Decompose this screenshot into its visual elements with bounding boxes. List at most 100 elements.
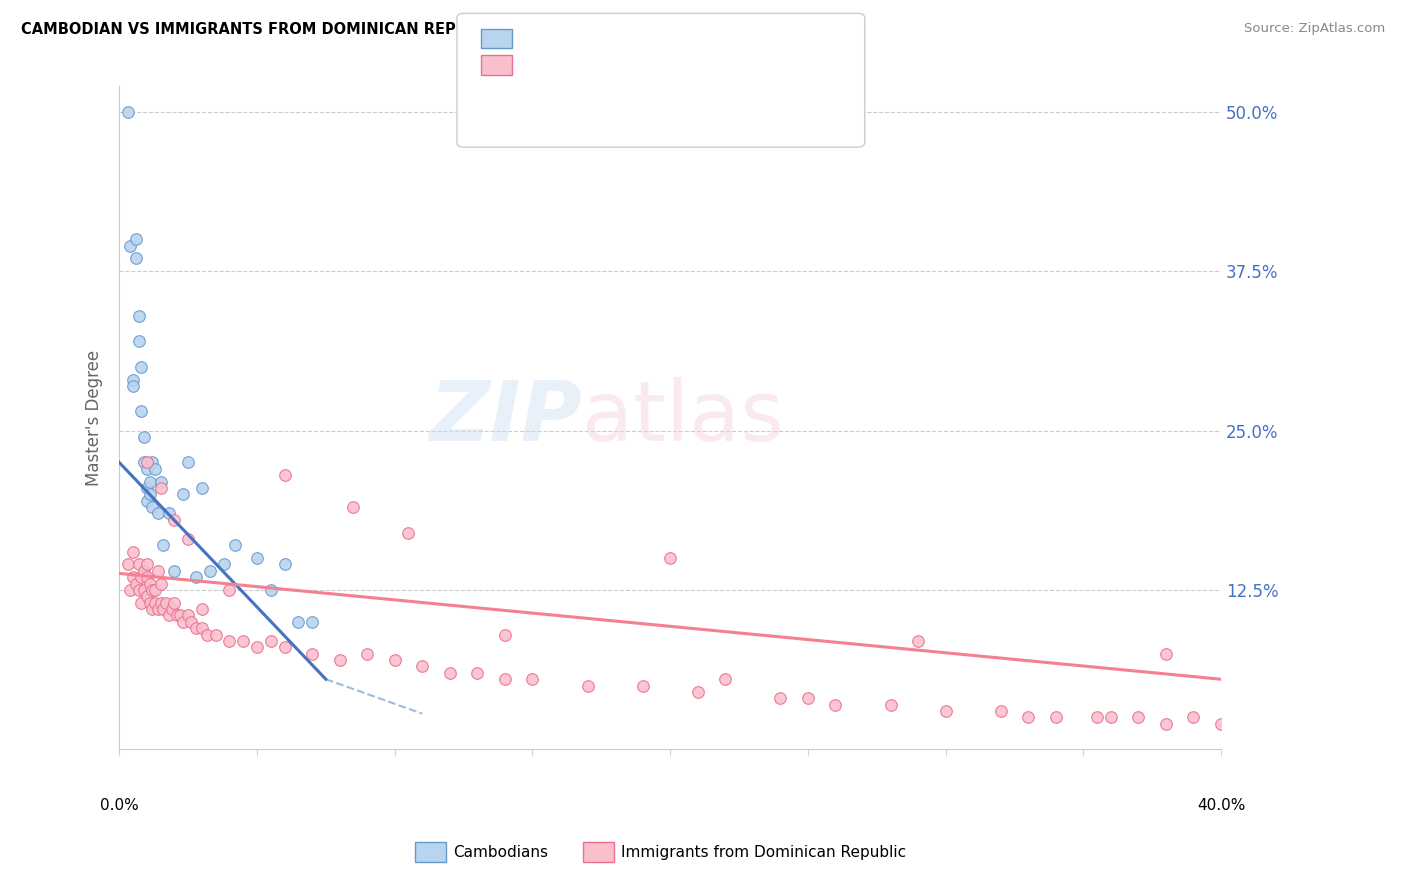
Point bbox=[467, 665, 489, 680]
Point bbox=[177, 455, 200, 469]
Text: 0.0%: 0.0% bbox=[100, 797, 139, 813]
Point bbox=[384, 653, 406, 667]
Point bbox=[125, 232, 148, 246]
Point bbox=[218, 582, 240, 597]
Point bbox=[990, 704, 1012, 718]
Point bbox=[301, 647, 323, 661]
Point bbox=[146, 507, 169, 521]
Point bbox=[117, 558, 139, 572]
Point bbox=[117, 104, 139, 119]
Point bbox=[1045, 710, 1067, 724]
Point bbox=[631, 679, 654, 693]
Text: Source: ZipAtlas.com: Source: ZipAtlas.com bbox=[1244, 22, 1385, 36]
Point bbox=[132, 564, 155, 578]
Point bbox=[138, 576, 160, 591]
Point bbox=[260, 582, 283, 597]
Point bbox=[122, 545, 145, 559]
Point bbox=[131, 404, 153, 418]
Point bbox=[224, 538, 246, 552]
Point bbox=[135, 493, 157, 508]
Point bbox=[132, 430, 155, 444]
Point bbox=[120, 582, 142, 597]
Point bbox=[204, 627, 226, 641]
Point bbox=[186, 570, 208, 584]
Point bbox=[879, 698, 901, 712]
Point bbox=[160, 602, 183, 616]
Point bbox=[125, 576, 148, 591]
Point bbox=[273, 558, 295, 572]
Point bbox=[135, 570, 157, 584]
Point bbox=[342, 500, 364, 515]
Point bbox=[824, 698, 846, 712]
Point bbox=[138, 475, 160, 489]
Point bbox=[128, 558, 150, 572]
Point bbox=[180, 615, 202, 629]
Point bbox=[122, 373, 145, 387]
Point bbox=[287, 615, 309, 629]
Point bbox=[439, 665, 461, 680]
Point bbox=[246, 640, 269, 655]
Point bbox=[146, 564, 169, 578]
Point bbox=[128, 309, 150, 323]
Point bbox=[138, 487, 160, 501]
Point bbox=[149, 481, 172, 495]
Point bbox=[1128, 710, 1150, 724]
Point bbox=[1099, 710, 1122, 724]
Point bbox=[166, 608, 188, 623]
Point bbox=[131, 359, 153, 374]
Point bbox=[522, 672, 544, 686]
Y-axis label: Master's Degree: Master's Degree bbox=[86, 350, 103, 486]
Point bbox=[143, 462, 166, 476]
Point bbox=[172, 615, 194, 629]
Text: R =: R = bbox=[523, 31, 557, 45]
Point bbox=[494, 672, 516, 686]
Point bbox=[155, 596, 177, 610]
Point bbox=[714, 672, 737, 686]
Point bbox=[141, 602, 163, 616]
Point bbox=[120, 238, 142, 252]
Point bbox=[797, 691, 820, 706]
Text: -0.291: -0.291 bbox=[565, 31, 620, 45]
Text: R =: R = bbox=[523, 58, 557, 72]
Point bbox=[301, 615, 323, 629]
Point bbox=[1085, 710, 1108, 724]
Point bbox=[143, 582, 166, 597]
Text: N =: N = bbox=[647, 58, 681, 72]
Text: -0.444: -0.444 bbox=[565, 58, 620, 72]
Point bbox=[172, 487, 194, 501]
Point bbox=[1154, 647, 1177, 661]
Text: Cambodians: Cambodians bbox=[453, 846, 548, 860]
Point bbox=[149, 576, 172, 591]
Point bbox=[186, 621, 208, 635]
Point bbox=[132, 455, 155, 469]
Text: 83: 83 bbox=[685, 58, 706, 72]
Point bbox=[149, 475, 172, 489]
Point bbox=[191, 602, 214, 616]
Point bbox=[149, 596, 172, 610]
Point bbox=[197, 627, 219, 641]
Point bbox=[169, 608, 191, 623]
Point bbox=[218, 634, 240, 648]
Point bbox=[132, 582, 155, 597]
Point bbox=[135, 455, 157, 469]
Point bbox=[163, 564, 186, 578]
Point bbox=[135, 481, 157, 495]
Point bbox=[659, 551, 682, 566]
Point bbox=[125, 252, 148, 266]
Point bbox=[138, 596, 160, 610]
Point bbox=[163, 513, 186, 527]
Point bbox=[128, 582, 150, 597]
Point bbox=[356, 647, 378, 661]
Point bbox=[907, 634, 929, 648]
Point bbox=[177, 532, 200, 546]
Point bbox=[131, 570, 153, 584]
Point bbox=[135, 462, 157, 476]
Point bbox=[576, 679, 599, 693]
Point bbox=[191, 621, 214, 635]
Point bbox=[411, 659, 433, 673]
Point bbox=[135, 590, 157, 604]
Point bbox=[141, 455, 163, 469]
Point bbox=[935, 704, 957, 718]
Point bbox=[329, 653, 352, 667]
Text: 37: 37 bbox=[685, 31, 706, 45]
